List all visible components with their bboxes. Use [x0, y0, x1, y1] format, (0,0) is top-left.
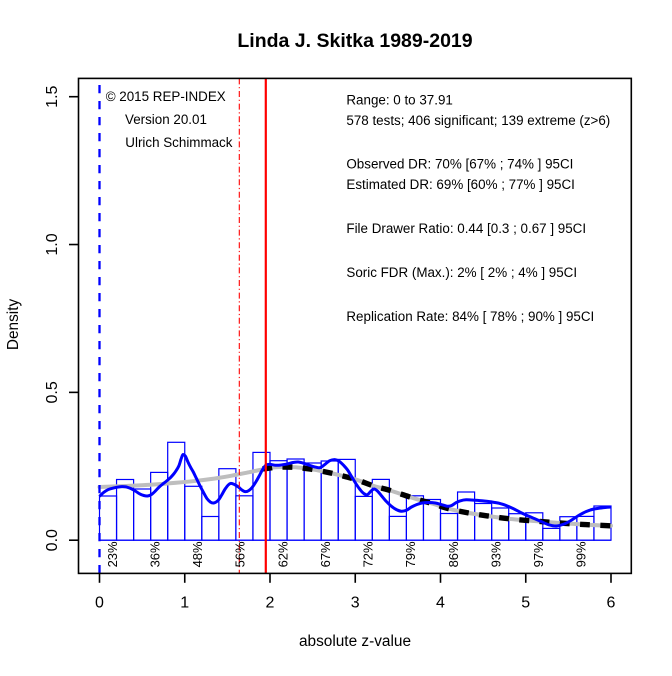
svg-text:578 tests; 406 significant; 13: 578 tests; 406 significant; 139 extreme … — [346, 113, 610, 128]
svg-text:Observed DR: 70% [67% ; 74% ]: Observed DR: 70% [67% ; 74% ] 95CI — [346, 156, 573, 171]
svg-text:Soric FDR (Max.): 2% [ 2% ; 4%: Soric FDR (Max.): 2% [ 2% ; 4% ] 95CI — [346, 265, 577, 280]
svg-text:67%: 67% — [318, 541, 333, 567]
svg-text:Replication Rate: 84% [ 78% ;: Replication Rate: 84% [ 78% ; 90% ] 95CI — [346, 309, 594, 324]
svg-text:36%: 36% — [147, 541, 162, 567]
svg-text:86%: 86% — [446, 541, 461, 567]
svg-text:Linda J. Skitka 1989-2019: Linda J. Skitka 1989-2019 — [237, 30, 472, 52]
svg-text:72%: 72% — [361, 541, 376, 567]
svg-text:Ulrich Schimmack: Ulrich Schimmack — [125, 135, 232, 150]
svg-text:Density: Density — [5, 299, 22, 351]
svg-text:79%: 79% — [403, 541, 418, 567]
svg-text:99%: 99% — [574, 541, 589, 567]
svg-text:5: 5 — [521, 594, 530, 611]
svg-text:0.5: 0.5 — [44, 381, 61, 403]
svg-text:93%: 93% — [488, 541, 503, 567]
svg-text:1: 1 — [180, 594, 189, 611]
svg-text:23%: 23% — [105, 541, 120, 567]
svg-text:File Drawer Ratio: 0.44 [0.3 ;: File Drawer Ratio: 0.44 [0.3 ; 0.67 ] 95… — [346, 221, 586, 236]
svg-text:2: 2 — [266, 594, 275, 611]
svg-text:56%: 56% — [233, 541, 248, 567]
svg-text:1.0: 1.0 — [44, 233, 61, 255]
svg-text:Version 20.01: Version 20.01 — [125, 112, 207, 127]
svg-text:0.0: 0.0 — [44, 529, 61, 551]
svg-text:© 2015 REP-INDEX: © 2015 REP-INDEX — [106, 89, 226, 104]
svg-text:48%: 48% — [190, 541, 205, 567]
svg-text:4: 4 — [436, 594, 445, 611]
svg-text:1.5: 1.5 — [44, 85, 61, 107]
svg-text:Range: 0 to 37.91: Range: 0 to 37.91 — [346, 92, 452, 107]
svg-text:3: 3 — [351, 594, 360, 611]
svg-text:Estimated DR: 69% [60% ; 77% ]: Estimated DR: 69% [60% ; 77% ] 95CI — [346, 177, 575, 192]
svg-text:6: 6 — [607, 594, 616, 611]
svg-text:62%: 62% — [275, 541, 290, 567]
svg-text:absolute z-value: absolute z-value — [299, 633, 411, 650]
svg-text:0: 0 — [95, 594, 104, 611]
svg-text:97%: 97% — [531, 541, 546, 567]
